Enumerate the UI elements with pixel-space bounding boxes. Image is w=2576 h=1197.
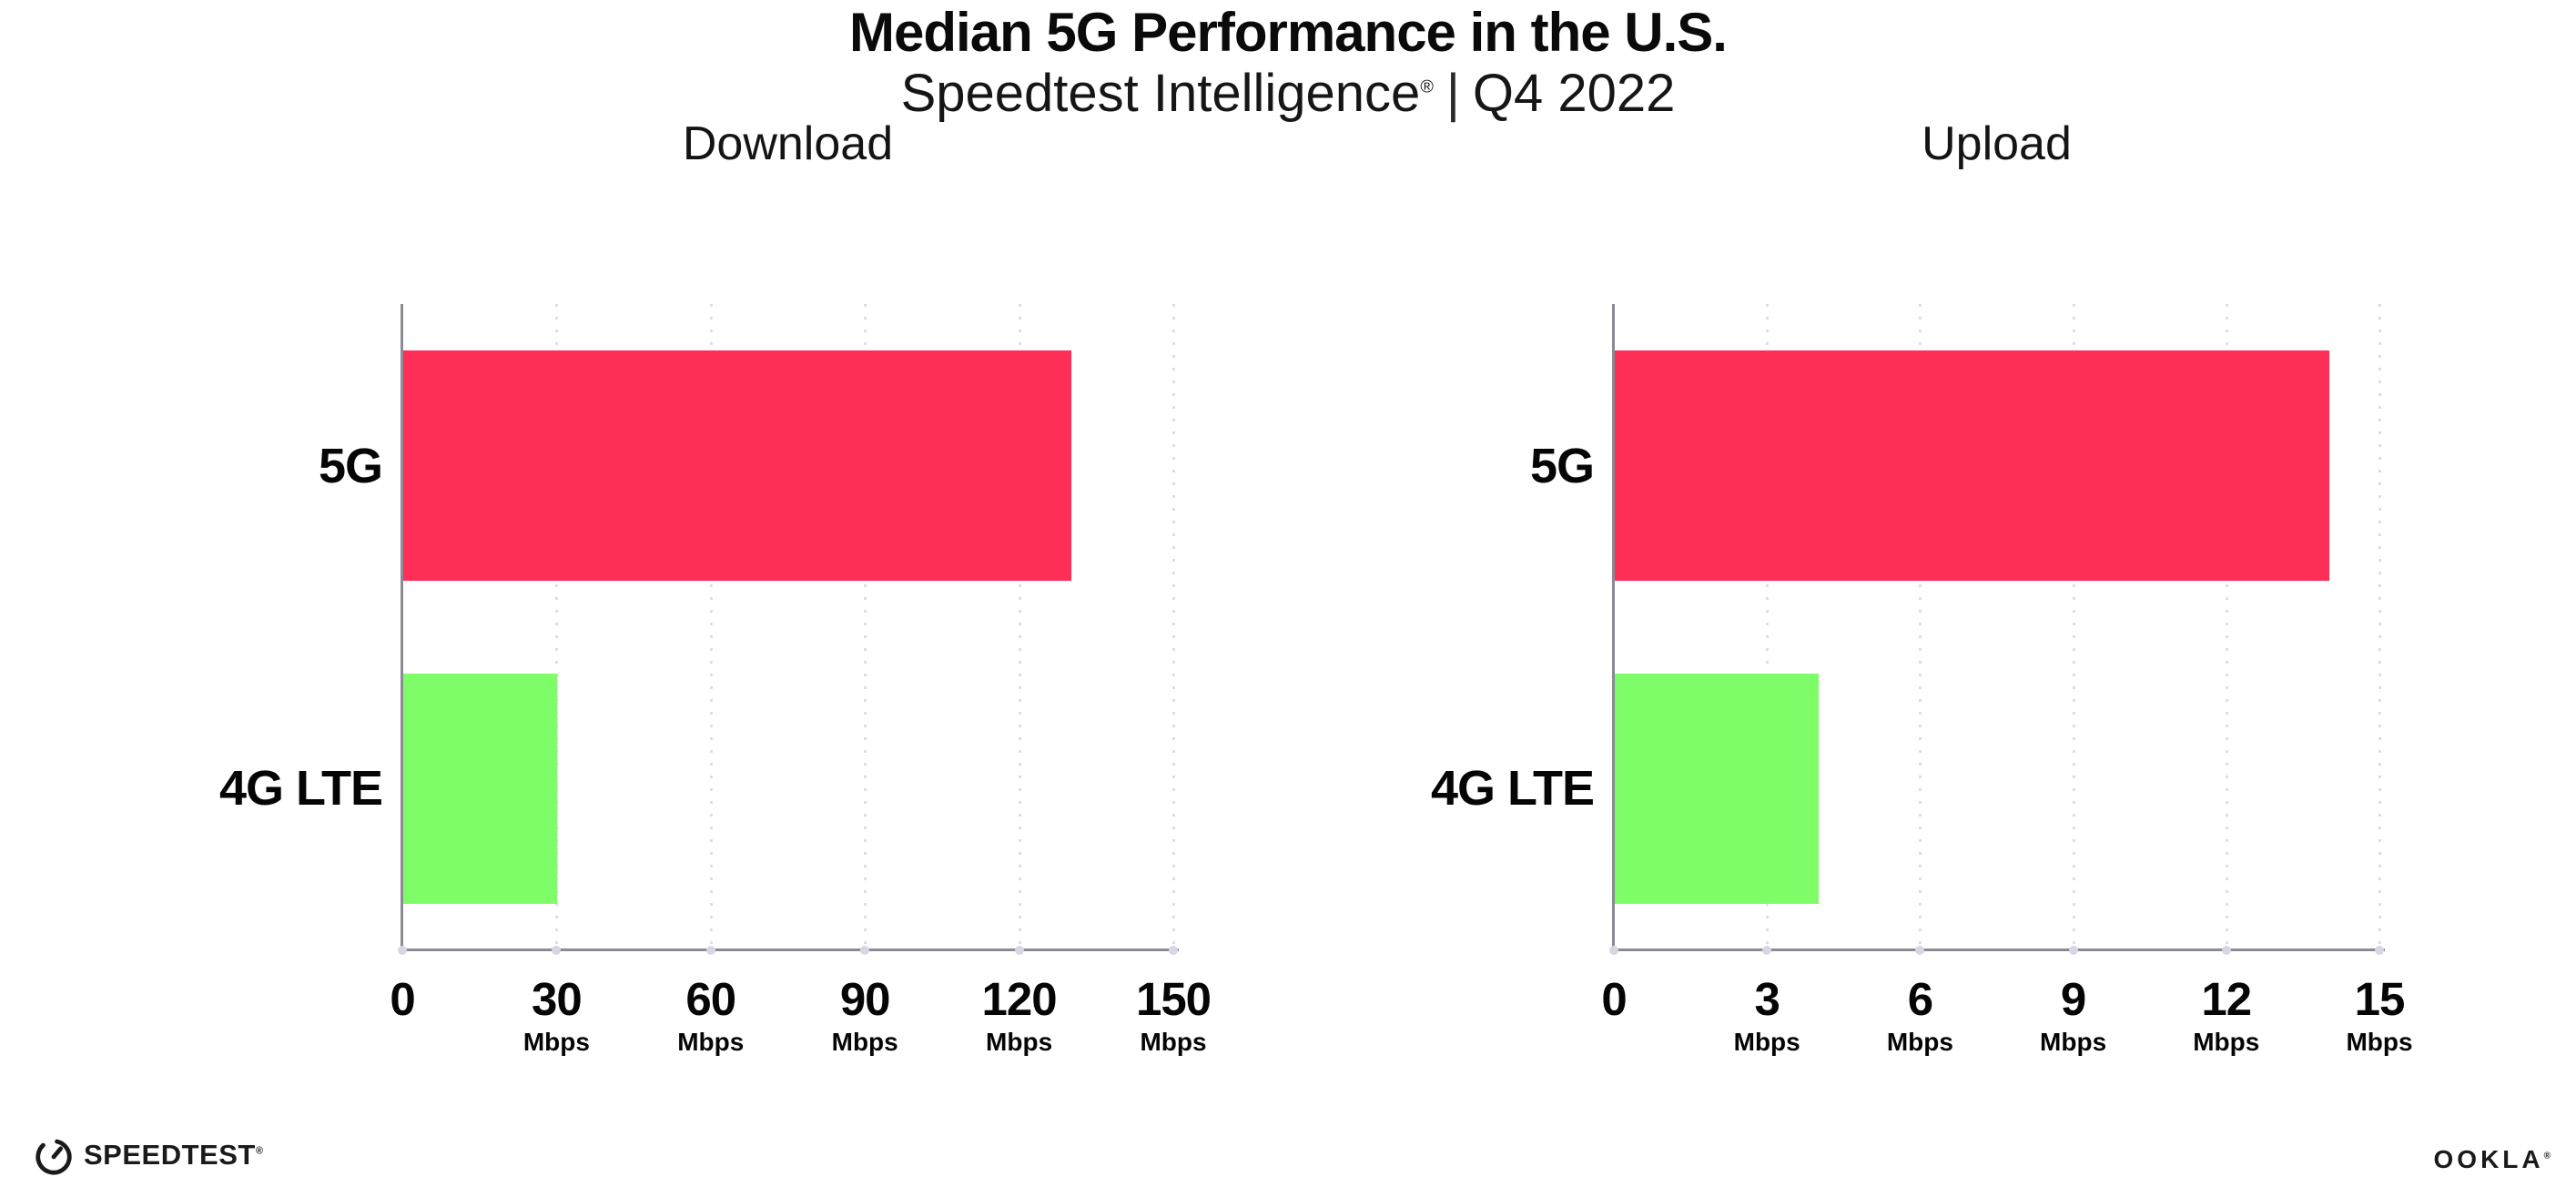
x-tick-label-150: 150 Mbps [1091, 975, 1255, 1055]
x-tick-unit: Mbps [1140, 1027, 1207, 1056]
x-tick-label-90: 90 Mbps [783, 975, 947, 1055]
category-label-5g: 5G [318, 438, 383, 493]
speedtest-logo: SPEEDTEST® [33, 1134, 263, 1176]
x-tick-unit: Mbps [986, 1027, 1053, 1056]
axis-tick-dot-150 [1169, 946, 1178, 955]
ookla-logo: OOKLA® [2434, 1145, 2551, 1174]
x-tick-unit: Mbps [677, 1027, 745, 1056]
bar-5g [403, 350, 1072, 581]
x-tick-label-6: 6 Mbps [1838, 975, 2002, 1055]
gridline-30 [555, 304, 559, 949]
axis-tick-dot-30 [552, 946, 562, 955]
axis-tick-dot-60 [705, 946, 715, 955]
category-label-4g-lte: 4G LTE [1430, 761, 1595, 816]
x-tick-unit: Mbps [1733, 1027, 1800, 1056]
subtitle-separator: | [1445, 64, 1460, 123]
x-tick-unit: Mbps [831, 1027, 898, 1056]
x-tick-label-0: 0 [1532, 975, 1696, 1024]
page-title: Median 5G Performance in the U.S. [849, 2, 1728, 63]
axis-tick-dot-6 [1915, 946, 1925, 955]
header: Median 5G Performance in the U.S. Speedt… [0, 0, 2576, 120]
page-subtitle: Speedtest Intelligence® | Q4 2022 [0, 67, 2576, 120]
axis-tick-dot-0 [1609, 946, 1618, 955]
registered-mark-icon: ® [1420, 76, 1434, 97]
axis-tick-dot-15 [2375, 946, 2384, 955]
x-tick-label-30: 30 Mbps [474, 975, 638, 1055]
x-tick-value: 3 [1754, 973, 1780, 1025]
x-tick-value: 60 [685, 973, 736, 1025]
ookla-wordmark: OOKLA® [2433, 1145, 2551, 1173]
registered-mark-icon: ® [2543, 1151, 2551, 1161]
gridline-6 [1919, 304, 1922, 949]
x-tick-label-120: 120 Mbps [938, 975, 1101, 1055]
chart-panel-title: Download [682, 117, 894, 170]
axis-tick-dot-90 [860, 946, 870, 955]
y-axis-line [1612, 304, 1615, 949]
gridline-15 [2378, 304, 2381, 949]
x-tick-unit: Mbps [522, 1027, 590, 1056]
x-tick-value: 0 [390, 973, 415, 1025]
gridline-60 [709, 304, 713, 949]
x-tick-value: 0 [1601, 973, 1627, 1025]
gridline-12 [2225, 304, 2228, 949]
x-tick-value: 6 [1907, 973, 1933, 1025]
gridline-150 [1172, 304, 1175, 949]
x-tick-label-15: 15 Mbps [2297, 975, 2461, 1055]
chart-panel-title: Upload [1922, 117, 2072, 170]
category-label-5g: 5G [1529, 438, 1595, 493]
gridline-120 [1018, 304, 1021, 949]
category-label-4g-lte: 4G LTE [218, 761, 383, 816]
x-tick-value: 9 [2060, 973, 2086, 1025]
axis-tick-dot-12 [2221, 946, 2231, 955]
x-tick-value: 120 [981, 973, 1058, 1025]
subtitle-period: Q4 2022 [1472, 64, 1676, 123]
x-axis-line [1612, 948, 2385, 951]
x-tick-unit: Mbps [2040, 1027, 2107, 1056]
bar-5g [1615, 350, 2329, 581]
bar-4g-lte [403, 673, 558, 904]
axis-tick-dot-0 [398, 946, 407, 955]
gridline-3 [1766, 304, 1770, 949]
x-tick-value: 12 [2201, 973, 2252, 1025]
x-tick-label-9: 9 Mbps [1992, 975, 2155, 1055]
x-tick-label-12: 12 Mbps [2145, 975, 2308, 1055]
axis-tick-dot-120 [1014, 946, 1024, 955]
y-axis-line [401, 304, 403, 949]
x-axis-line [401, 948, 1179, 951]
x-tick-label-0: 0 [320, 975, 484, 1024]
speedtest-wordmark: SPEEDTEST® [84, 1139, 264, 1171]
subtitle-brand: Speedtest Intelligence [900, 64, 1421, 123]
x-tick-label-3: 3 Mbps [1685, 975, 1849, 1055]
gridline-9 [2072, 304, 2075, 949]
x-tick-unit: Mbps [2193, 1027, 2260, 1056]
registered-mark-icon: ® [255, 1145, 264, 1157]
x-tick-unit: Mbps [2346, 1027, 2413, 1056]
speedtest-gauge-icon [35, 1139, 72, 1175]
axis-tick-dot-3 [1762, 946, 1772, 955]
download-chart: Download 5G 4G LTE 0 30 Mbps 60 Mbps 90 Mbps 120 Mb… [219, 117, 1212, 1054]
axis-tick-dot-9 [2068, 946, 2078, 955]
x-tick-unit: Mbps [1886, 1027, 1953, 1056]
gridline-90 [864, 304, 867, 949]
x-tick-value: 15 [2354, 973, 2406, 1025]
x-tick-label-60: 60 Mbps [629, 975, 793, 1055]
upload-chart: Upload 5G 4G LTE 0 3 Mbps 6 Mbps 9 Mbps 12 Mbps 15 Mb… [1431, 117, 2413, 1054]
x-tick-value: 90 [839, 973, 891, 1025]
x-tick-value: 150 [1135, 973, 1212, 1025]
x-tick-value: 30 [532, 973, 583, 1025]
bar-4g-lte [1615, 673, 1820, 904]
